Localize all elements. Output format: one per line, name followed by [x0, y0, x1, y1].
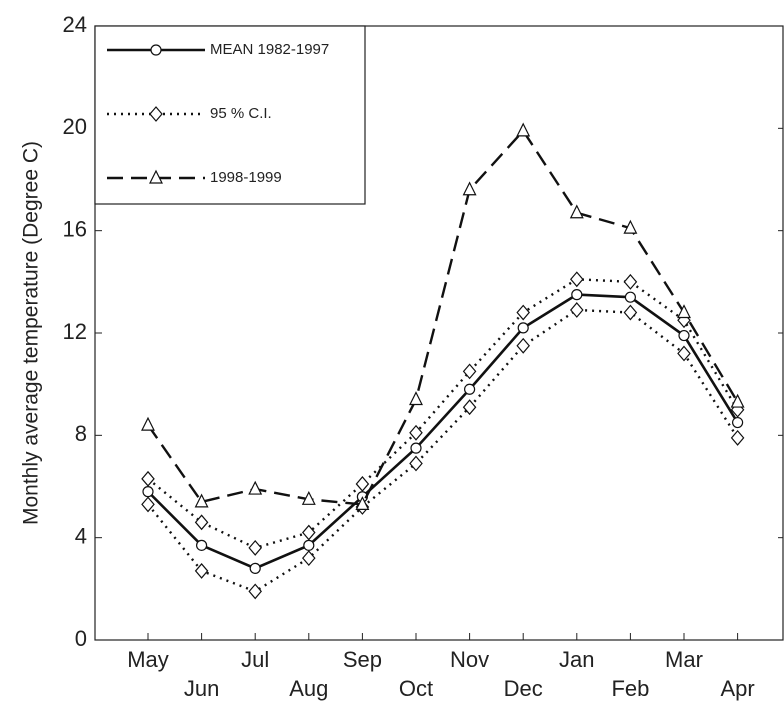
point	[409, 455, 423, 472]
x-tick-label: Jan	[559, 647, 594, 672]
point	[623, 273, 638, 290]
x-tick-label: Nov	[450, 647, 489, 672]
point	[141, 496, 155, 513]
legend-marker	[149, 106, 163, 122]
point	[302, 550, 316, 567]
x-tick-label: Oct	[399, 676, 433, 701]
y-tick-label: 12	[63, 319, 87, 344]
point	[141, 416, 155, 431]
point	[677, 345, 691, 362]
y-axis-label: Monthly average temperature (Degree C)	[20, 141, 43, 525]
point	[570, 302, 584, 318]
legend-marker	[149, 169, 163, 184]
point	[194, 493, 209, 508]
legend-label: MEAN 1982-1997	[210, 41, 329, 58]
y-tick-label: 20	[63, 114, 87, 139]
x-tick-label: May	[127, 647, 169, 672]
point	[410, 442, 422, 454]
point	[302, 524, 316, 541]
legend-box	[94, 25, 366, 205]
point	[731, 416, 744, 429]
x-tick-label: Apr	[720, 676, 754, 701]
x-tick-label: Mar	[665, 647, 703, 672]
point	[571, 289, 583, 301]
point	[462, 181, 477, 196]
point	[517, 322, 529, 334]
point	[194, 563, 209, 579]
y-tick-label: 0	[75, 626, 87, 651]
point	[409, 391, 423, 406]
x-tick-label: Jun	[184, 676, 219, 701]
point	[730, 429, 745, 446]
y-tick-label: 4	[75, 523, 87, 548]
point	[730, 393, 745, 408]
point	[570, 271, 584, 288]
x-tick-label: Dec	[504, 676, 543, 701]
point	[141, 470, 155, 487]
point	[678, 329, 690, 342]
x-tick-label: Jul	[241, 647, 269, 672]
point	[142, 486, 154, 498]
y-tick-label: 16	[63, 216, 87, 241]
series-line	[147, 278, 739, 550]
point	[194, 514, 209, 531]
point	[249, 562, 261, 574]
point	[196, 539, 208, 551]
point	[623, 219, 638, 234]
point	[409, 424, 423, 441]
point	[623, 304, 638, 321]
point	[355, 496, 370, 511]
x-tick-label: Sep	[343, 647, 382, 672]
point	[301, 490, 316, 505]
point	[248, 583, 262, 600]
point	[516, 337, 530, 354]
series-line	[147, 128, 739, 506]
point	[516, 122, 531, 137]
point	[516, 304, 530, 321]
point	[464, 383, 476, 395]
y-tick-label: 24	[63, 12, 87, 37]
series-line	[147, 293, 739, 570]
legend-label: 95 % C.I.	[210, 105, 272, 122]
x-tick-label: Aug	[289, 676, 328, 701]
point	[624, 291, 637, 303]
legend-label: 1998-1999	[210, 169, 282, 186]
point	[569, 204, 584, 219]
point	[462, 363, 477, 380]
point	[248, 539, 262, 556]
x-tick-label: Feb	[611, 676, 649, 701]
point	[355, 476, 370, 492]
y-tick-label: 8	[75, 421, 87, 446]
point	[677, 304, 691, 319]
series-line	[147, 308, 739, 593]
point	[248, 480, 263, 495]
legend-marker	[150, 44, 162, 56]
point	[462, 399, 477, 416]
point	[303, 539, 315, 551]
